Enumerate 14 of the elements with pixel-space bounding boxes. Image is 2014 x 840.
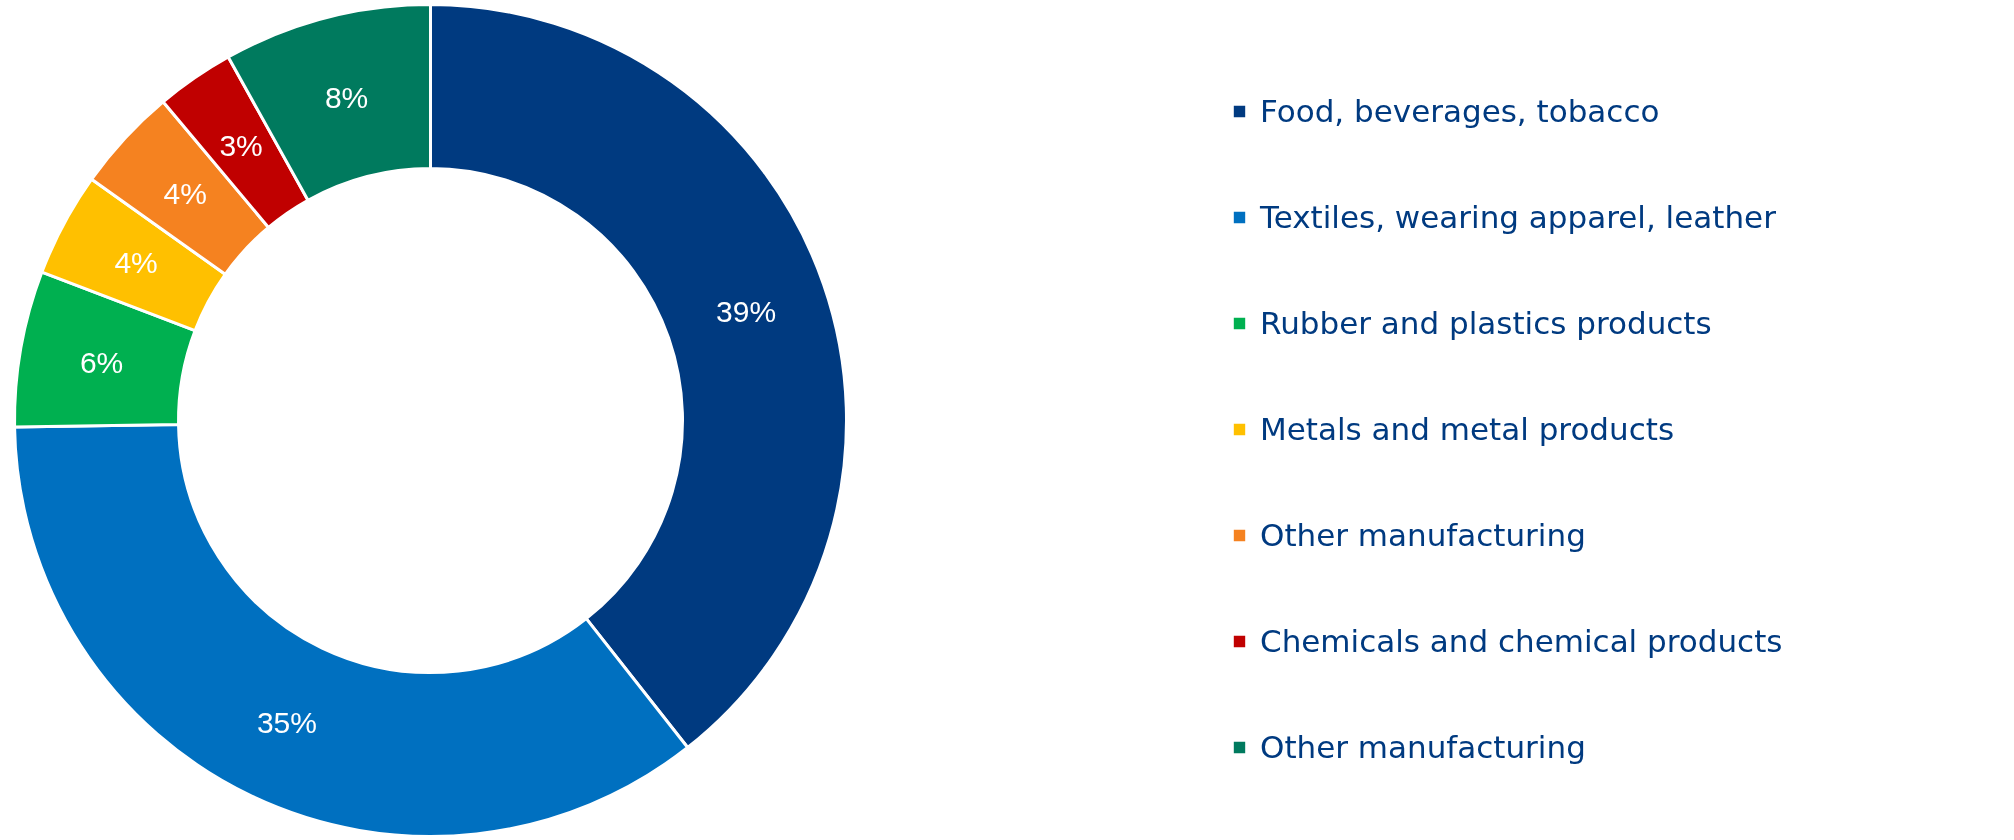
legend-label: Other manufacturing [1260, 517, 1586, 553]
legend-label: Chemicals and chemical products [1260, 623, 1783, 659]
data-label: 4% [163, 177, 207, 211]
legend-label: Metals and metal products [1260, 411, 1675, 447]
legend-label: Other manufacturing [1260, 729, 1586, 765]
data-label: 3% [219, 128, 263, 162]
legend-label: Rubber and plastics products [1260, 305, 1712, 341]
data-label: 4% [114, 246, 158, 280]
data-label: 39% [716, 294, 777, 328]
data-label: 8% [324, 80, 369, 114]
legend-label: Textiles, wearing apparel, leather [1260, 199, 1776, 235]
data-label: 6% [79, 346, 124, 379]
data-label: 35% [256, 705, 317, 739]
legend-label: Food, beverages, tobacco [1260, 93, 1660, 129]
